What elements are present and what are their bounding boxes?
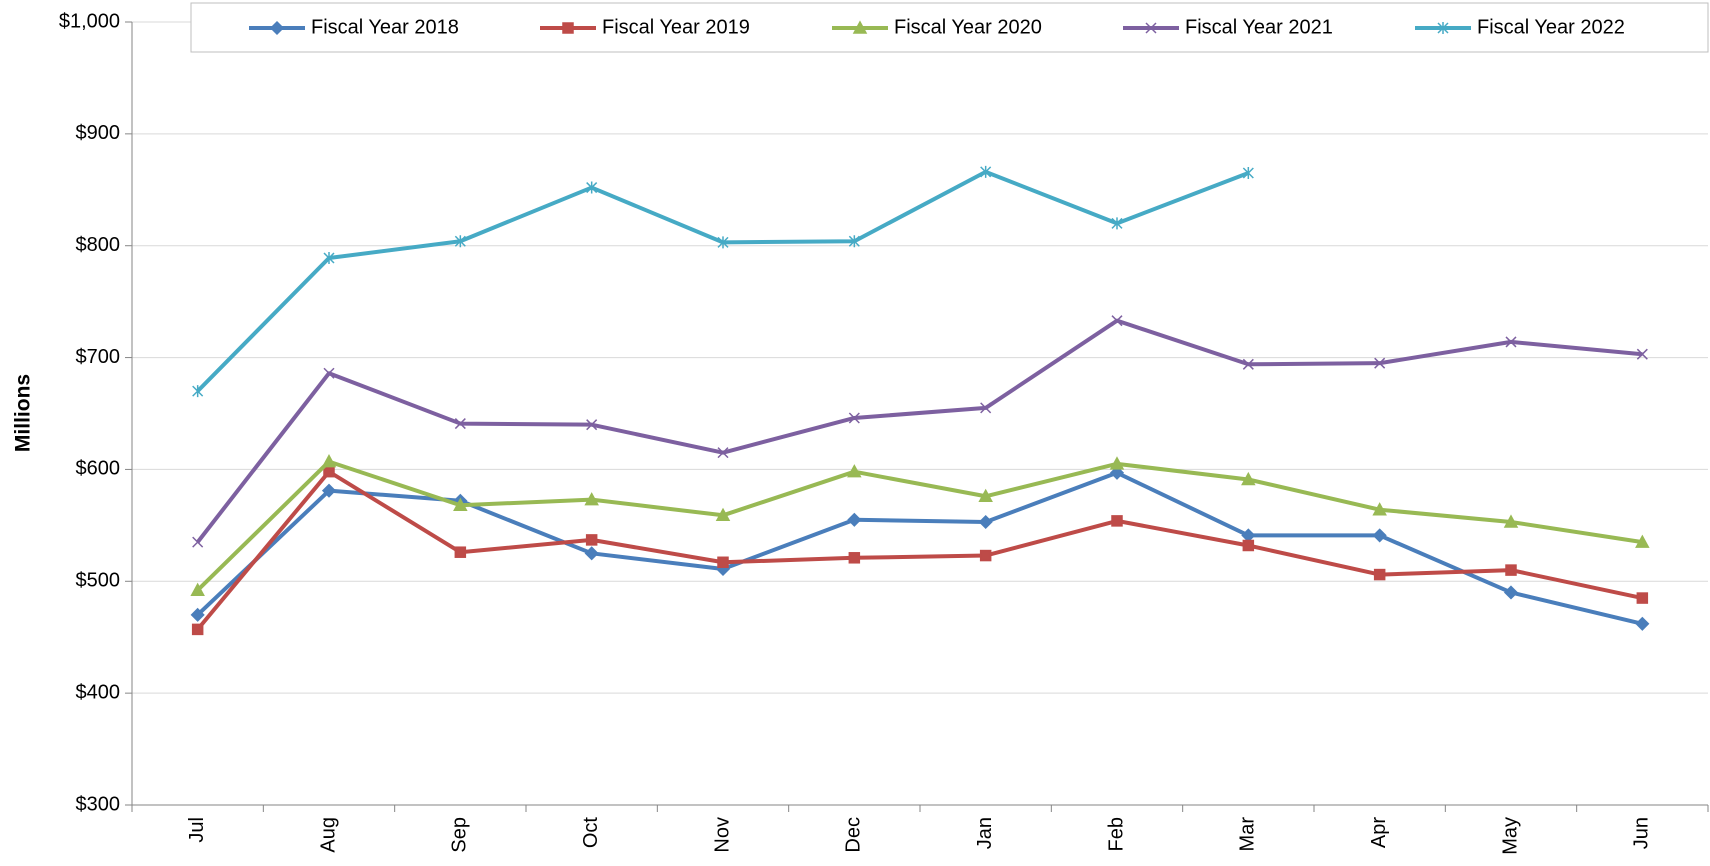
x-tick-label: Mar [1237,817,1259,852]
marker [190,607,205,622]
marker [1503,514,1519,528]
marker [321,483,337,498]
marker [848,235,860,248]
marker [190,582,205,596]
marker [1242,539,1255,552]
marker [979,549,992,562]
marker [848,552,861,564]
marker [323,367,335,379]
marker [1242,167,1254,180]
marker [1111,515,1123,527]
marker [584,492,599,506]
marker [323,465,335,478]
marker [453,497,468,511]
legend-label: Fiscal Year 2019 [602,16,750,38]
series [192,315,1648,548]
marker [1241,471,1256,486]
y-tick-label: $900 [76,122,121,144]
x-tick-label: Jun [1631,817,1653,849]
marker [1109,456,1125,470]
series [190,454,1650,596]
marker [1636,592,1649,604]
marker [1111,217,1123,230]
marker [1505,336,1517,348]
marker [192,536,204,548]
marker [192,385,204,398]
series [191,465,1649,636]
marker [980,402,992,414]
marker [1635,534,1650,548]
legend-label: Fiscal Year 2018 [311,16,459,38]
marker [454,546,467,558]
y-tick-label: $300 [76,793,121,815]
marker [847,512,862,527]
y-tick-label: $400 [76,681,121,703]
x-tick-label: Jul [186,817,208,843]
marker [1242,358,1254,370]
marker [1437,22,1449,34]
x-tick-label: Aug [317,817,339,853]
series [192,165,1254,398]
y-tick-label: $700 [76,346,121,368]
marker [1372,528,1387,543]
marker [978,514,993,530]
marker [1636,348,1648,360]
series [190,465,1650,631]
x-tick-label: Apr [1368,817,1390,848]
marker [586,181,598,194]
marker [586,419,598,431]
x-tick-label: Oct [580,817,602,849]
marker [1145,22,1157,34]
x-tick-label: May [1499,817,1521,855]
marker [717,236,729,249]
x-tick-label: Dec [843,817,865,853]
marker [1374,357,1386,369]
marker [1109,465,1125,480]
marker [978,488,993,503]
marker [585,534,598,546]
x-tick-label: Feb [1105,817,1127,851]
marker [454,418,466,430]
marker [980,165,992,178]
marker [1372,502,1387,516]
y-tick-label: $600 [76,458,121,480]
marker [717,447,729,459]
marker [848,412,860,424]
marker [1505,564,1517,576]
marker [1111,315,1123,327]
x-tick-label: Jan [974,817,996,849]
marker [269,20,285,36]
marker [717,556,729,569]
marker [323,252,335,265]
series-line [196,470,1643,626]
marker [454,235,466,248]
x-tick-label: Sep [449,817,471,853]
x-tick-label: Nov [711,817,733,853]
marker [1635,616,1650,631]
y-axis-label: Millions [12,374,35,452]
marker [852,20,868,34]
y-tick-label: $800 [76,234,121,256]
marker [847,464,862,478]
marker [562,22,574,34]
y-tick-label: $500 [76,570,121,592]
y-tick-label: $1,000 [59,10,120,32]
marker [1503,585,1519,600]
legend-label: Fiscal Year 2022 [1477,16,1625,38]
series-line [196,318,1643,544]
marker [715,507,731,522]
marker [191,623,204,636]
marker [584,546,599,561]
legend-label: Fiscal Year 2021 [1185,16,1333,38]
series-line [196,459,1643,592]
marker [1373,568,1386,581]
legend-label: Fiscal Year 2020 [894,16,1042,38]
series-line [196,469,1643,631]
marker [321,454,337,468]
series-line [196,169,1250,393]
